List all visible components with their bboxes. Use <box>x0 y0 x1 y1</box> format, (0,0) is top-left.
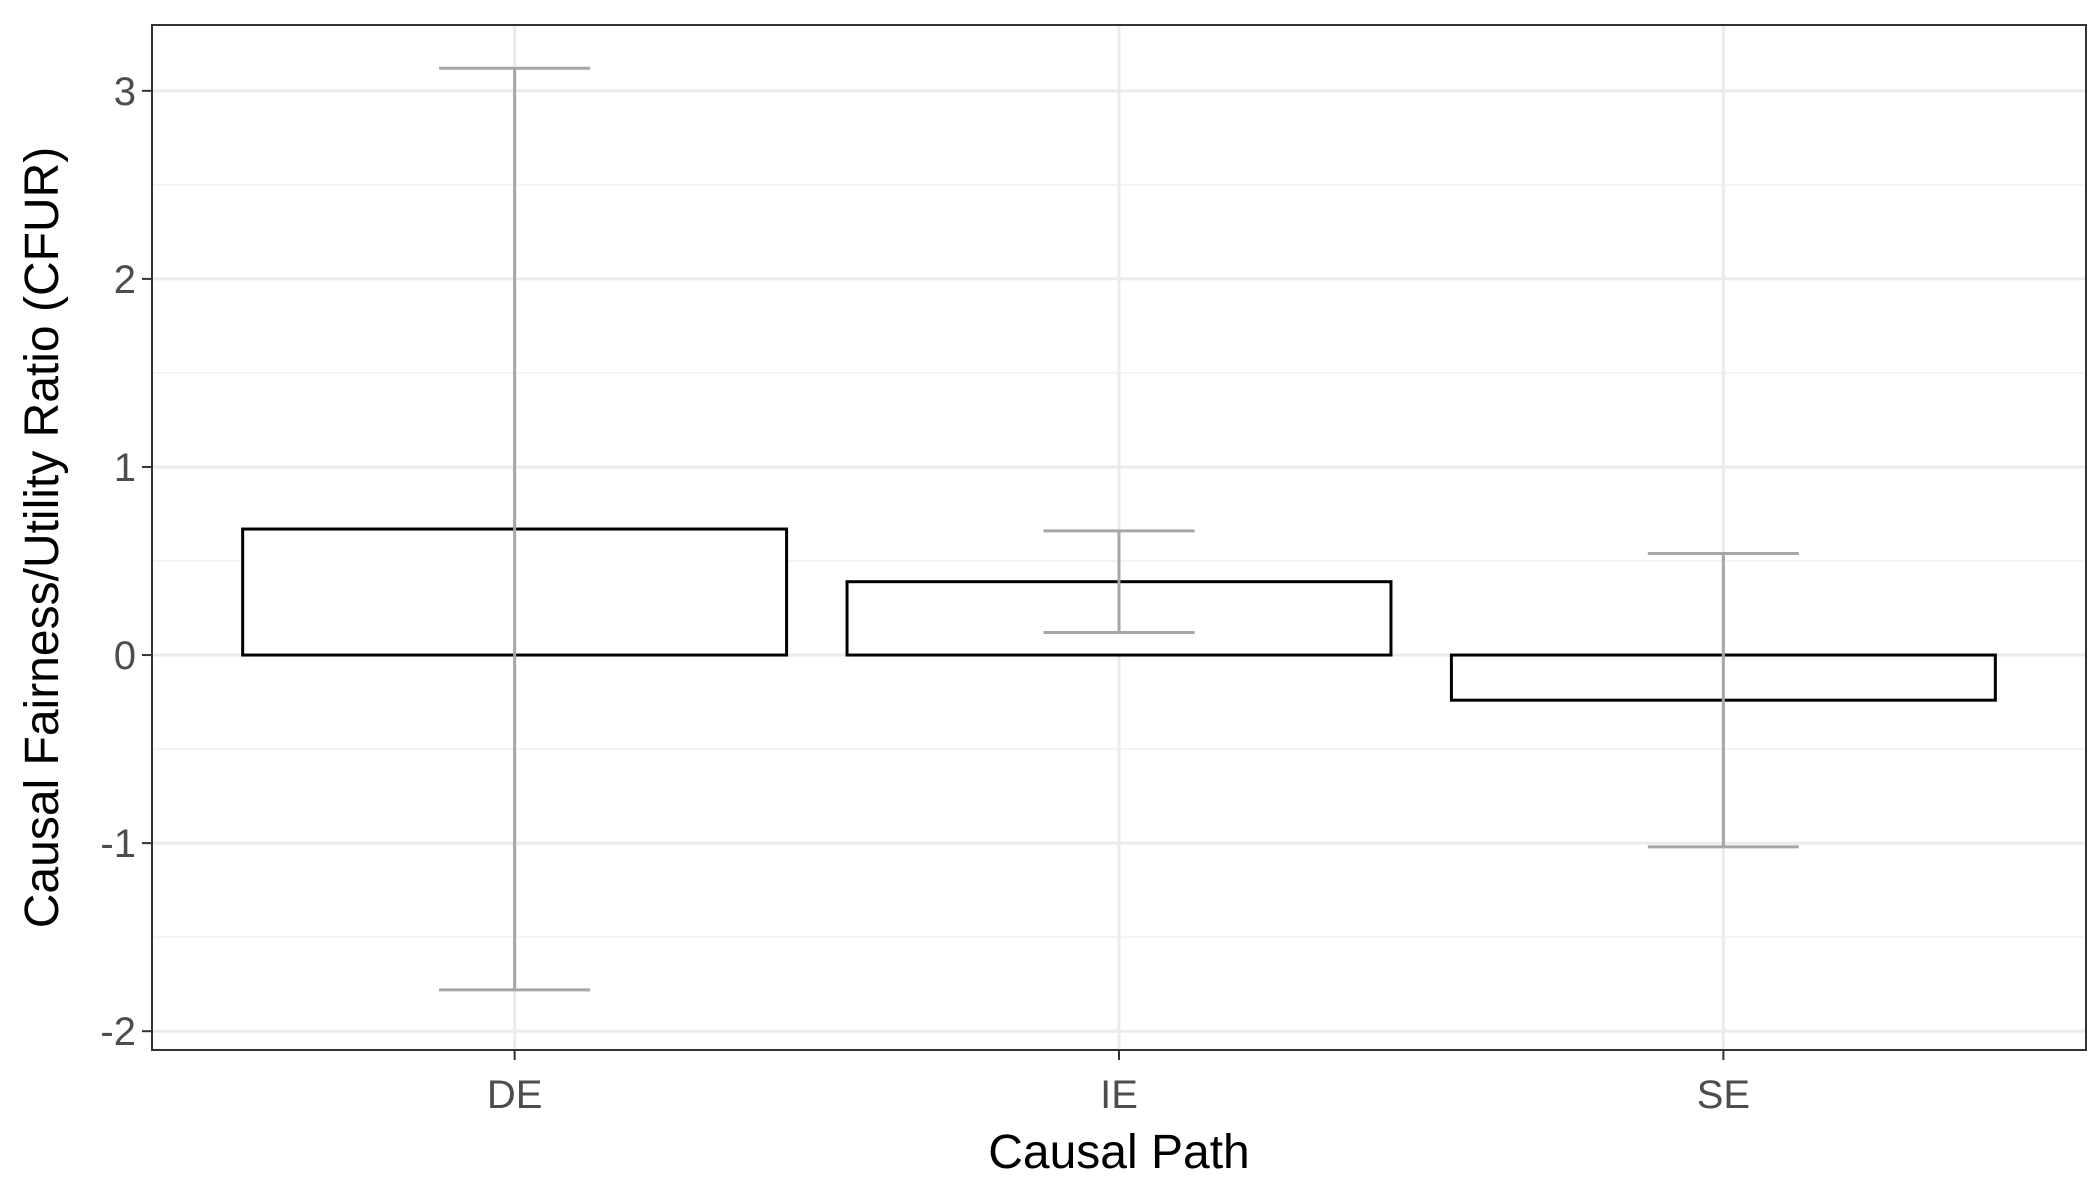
error-bar-de <box>439 66 591 992</box>
error-bars <box>439 66 1799 992</box>
y-tick-label: 1 <box>114 446 136 490</box>
y-tick-label: 3 <box>114 70 136 114</box>
x-axis-title: Causal Path <box>988 1126 1250 1179</box>
error-bar-se <box>1647 551 1799 849</box>
y-tick-label: -2 <box>100 1010 136 1054</box>
x-tick-label: DE <box>487 1073 543 1117</box>
y-tick-label: 2 <box>114 258 136 302</box>
y-tick-label: 0 <box>114 634 136 678</box>
y-axis-title: Causal Fairness/Utility Ratio (CFUR) <box>16 147 69 928</box>
x-tick-label: IE <box>1100 1073 1138 1117</box>
error-bar-ie <box>1043 529 1195 634</box>
y-axis-ticks: -2 -1 0 1 2 3 <box>100 70 152 1054</box>
x-tick-label: SE <box>1697 1073 1750 1117</box>
x-axis-ticks: DE IE SE <box>487 1050 1750 1117</box>
y-tick-label: -1 <box>100 822 136 866</box>
